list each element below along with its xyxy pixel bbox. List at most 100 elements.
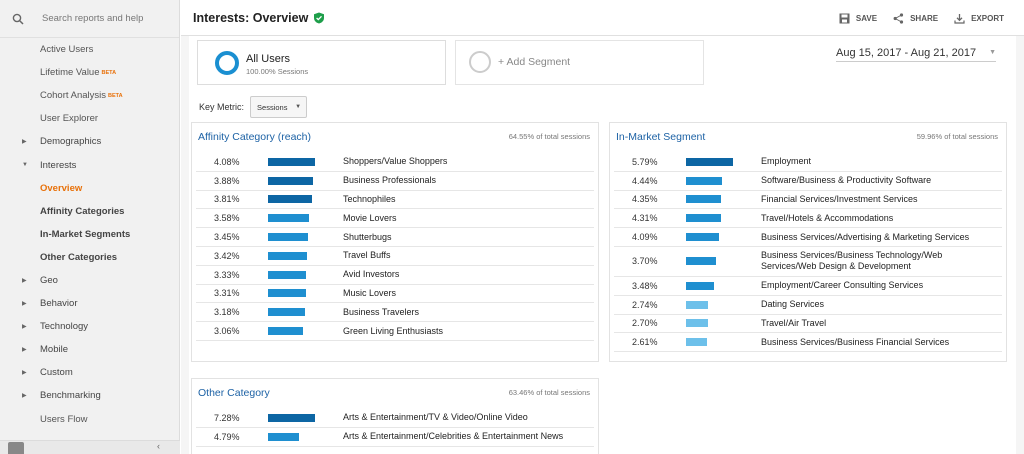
search-input[interactable]: Search reports and help	[42, 13, 144, 24]
table-row: 3.18% Business Travelers	[196, 303, 594, 323]
sidebar-item-interests[interactable]: ▼ Interests	[0, 153, 179, 176]
row-bar-track	[268, 327, 338, 336]
row-bar-track	[686, 214, 756, 223]
sidebar-item-user-explorer[interactable]: User Explorer	[0, 107, 179, 130]
row-label[interactable]: Technophiles	[343, 193, 396, 204]
row-bar	[268, 270, 307, 279]
row-bar-track	[686, 195, 756, 204]
sidebar-item-in-market-segments[interactable]: In-Market Segments	[0, 223, 179, 246]
share-button[interactable]: SHARE	[893, 12, 938, 24]
sidebar-item-behavior[interactable]: ▶ Behavior	[0, 292, 179, 315]
affinity-title[interactable]: Affinity Category (reach)	[198, 131, 312, 143]
row-label[interactable]: Dating Services	[761, 299, 825, 310]
in-market-rows: 5.79% Employment 4.44% Software/Business & …	[614, 153, 1002, 353]
dropdown-arrow-icon: ▼	[295, 104, 302, 110]
sidebar-item-custom[interactable]: ▶ Custom	[0, 361, 179, 384]
export-button[interactable]: EXPORT	[954, 13, 1004, 24]
key-metric-select[interactable]: Sessions ▼	[250, 96, 308, 118]
date-range-picker[interactable]: Aug 15, 2017 - Aug 21, 2017 ▼	[836, 44, 996, 62]
sidebar-item-cohort-analysis[interactable]: Cohort Analysis BETA	[0, 84, 179, 107]
table-row: 3.31% Music Lovers	[196, 285, 594, 304]
row-label[interactable]: Financial Services/Investment Services	[761, 193, 918, 204]
main-area: Interests: Overview SAVE SHARE EXPORT Al…	[181, 0, 1024, 454]
table-row: 4.44% Software/Business & Productivity So…	[614, 172, 1002, 191]
row-label[interactable]: Avid Investors	[343, 269, 400, 280]
collapse-icon[interactable]: ‹	[157, 441, 160, 451]
row-label[interactable]: Movie Lovers	[343, 212, 397, 223]
row-label[interactable]: Music Lovers	[343, 287, 397, 298]
sidebar-item-label: User Explorer	[40, 113, 99, 125]
row-label[interactable]: Business Services/Business Financial Ser…	[761, 336, 950, 347]
table-row: 3.42% Travel Buffs	[196, 247, 594, 266]
row-percent: 5.79%	[632, 156, 658, 167]
table-row: 7.28% Arts & Entertainment/TV & Video/Onl…	[196, 409, 594, 428]
row-label[interactable]: Business Travelers	[343, 306, 420, 317]
row-label[interactable]: Business Professionals	[343, 175, 437, 186]
row-label[interactable]: Employment/Career Consulting Services	[761, 280, 924, 291]
segment-all-users[interactable]: All Users 100.00% Sessions	[197, 40, 446, 85]
sidebar-item-users-flow[interactable]: Users Flow	[0, 408, 179, 431]
caret-right-icon: ▶	[22, 347, 27, 354]
empty-ring-icon	[469, 51, 491, 73]
share-icon	[893, 12, 904, 24]
row-bar-track	[268, 308, 338, 317]
sidebar-item-active-users[interactable]: Active Users	[0, 38, 179, 61]
row-bar	[686, 319, 708, 328]
in-market-title[interactable]: In-Market Segment	[616, 131, 706, 143]
row-bar	[268, 413, 315, 422]
sidebar-item-benchmarking[interactable]: ▶ Benchmarking	[0, 384, 179, 407]
sidebar-item-label: Geo	[40, 274, 58, 286]
table-row: 4.09% Business Services/Advertising & Mar…	[614, 228, 1002, 247]
row-bar-track	[686, 157, 756, 166]
row-bar	[268, 289, 307, 298]
report-header: Interests: Overview SAVE SHARE EXPORT	[181, 0, 1024, 36]
sidebar-item-technology[interactable]: ▶ Technology	[0, 315, 179, 338]
row-percent: 3.45%	[214, 232, 240, 243]
sidebar-item-demographics[interactable]: ▶ Demographics	[0, 130, 179, 153]
sidebar-item-affinity-categories[interactable]: Affinity Categories	[0, 200, 179, 223]
save-button[interactable]: SAVE	[839, 13, 877, 24]
row-label[interactable]: Business Services/Business Technology/We…	[761, 250, 943, 272]
row-label[interactable]: Travel/Air Travel	[761, 317, 827, 328]
other-category-note: 63.46% of total sessions	[508, 388, 590, 397]
add-segment-button[interactable]: + Add Segment	[455, 40, 704, 85]
sidebar-item-label: Lifetime Value	[40, 67, 100, 79]
search-bar[interactable]: Search reports and help	[0, 0, 179, 38]
sidebar-item-geo[interactable]: ▶ Geo	[0, 269, 179, 292]
row-label[interactable]: Travel Buffs	[343, 250, 391, 261]
sidebar-item-label: Demographics	[40, 136, 102, 148]
admin-icon[interactable]	[8, 442, 24, 454]
other-category-title[interactable]: Other Category	[198, 387, 270, 399]
row-bar	[268, 251, 308, 260]
row-label[interactable]: Arts & Entertainment/Celebrities & Enter…	[343, 431, 564, 442]
sidebar-item-overview[interactable]: Overview	[0, 177, 179, 200]
row-label[interactable]: Software/Business & Productivity Softwar…	[761, 175, 932, 186]
sidebar-item-other-categories[interactable]: Other Categories	[0, 246, 179, 269]
row-bar-track	[686, 281, 756, 290]
row-label[interactable]: Travel/Hotels & Accommodations	[761, 212, 894, 223]
save-icon	[839, 13, 850, 23]
table-row: 3.33% Avid Investors	[196, 266, 594, 285]
row-label[interactable]: Shutterbugs	[343, 231, 392, 242]
row-label[interactable]: Employment	[761, 156, 812, 167]
caret-right-icon: ▶	[22, 370, 27, 377]
sidebar-item-lifetime-value[interactable]: Lifetime Value BETA	[0, 61, 179, 84]
sidebar-item-mobile[interactable]: ▶ Mobile	[0, 338, 179, 361]
row-bar	[686, 214, 721, 223]
sidebar-item-label: Users Flow	[40, 413, 88, 425]
other-category-panel: Other Category 63.46% of total sessions …	[191, 378, 599, 454]
beta-badge: BETA	[108, 92, 123, 99]
row-percent: 3.06%	[214, 326, 240, 337]
sidebar-item-label: Benchmarking	[40, 390, 101, 402]
export-label: EXPORT	[971, 13, 1004, 23]
row-label[interactable]: Green Living Enthusiasts	[343, 325, 444, 336]
sidebar-item-label: Cohort Analysis	[40, 90, 107, 102]
affinity-panel: Affinity Category (reach) 64.55% of tota…	[191, 122, 599, 362]
row-label[interactable]: Business Services/Advertising & Marketin…	[761, 231, 970, 242]
row-percent: 4.79%	[214, 431, 240, 442]
row-bar	[686, 300, 709, 309]
row-label[interactable]: Shoppers/Value Shoppers	[343, 156, 448, 167]
row-percent: 4.31%	[632, 213, 658, 224]
download-icon	[954, 13, 965, 24]
row-label[interactable]: Arts & Entertainment/TV & Video/Online V…	[343, 412, 528, 423]
